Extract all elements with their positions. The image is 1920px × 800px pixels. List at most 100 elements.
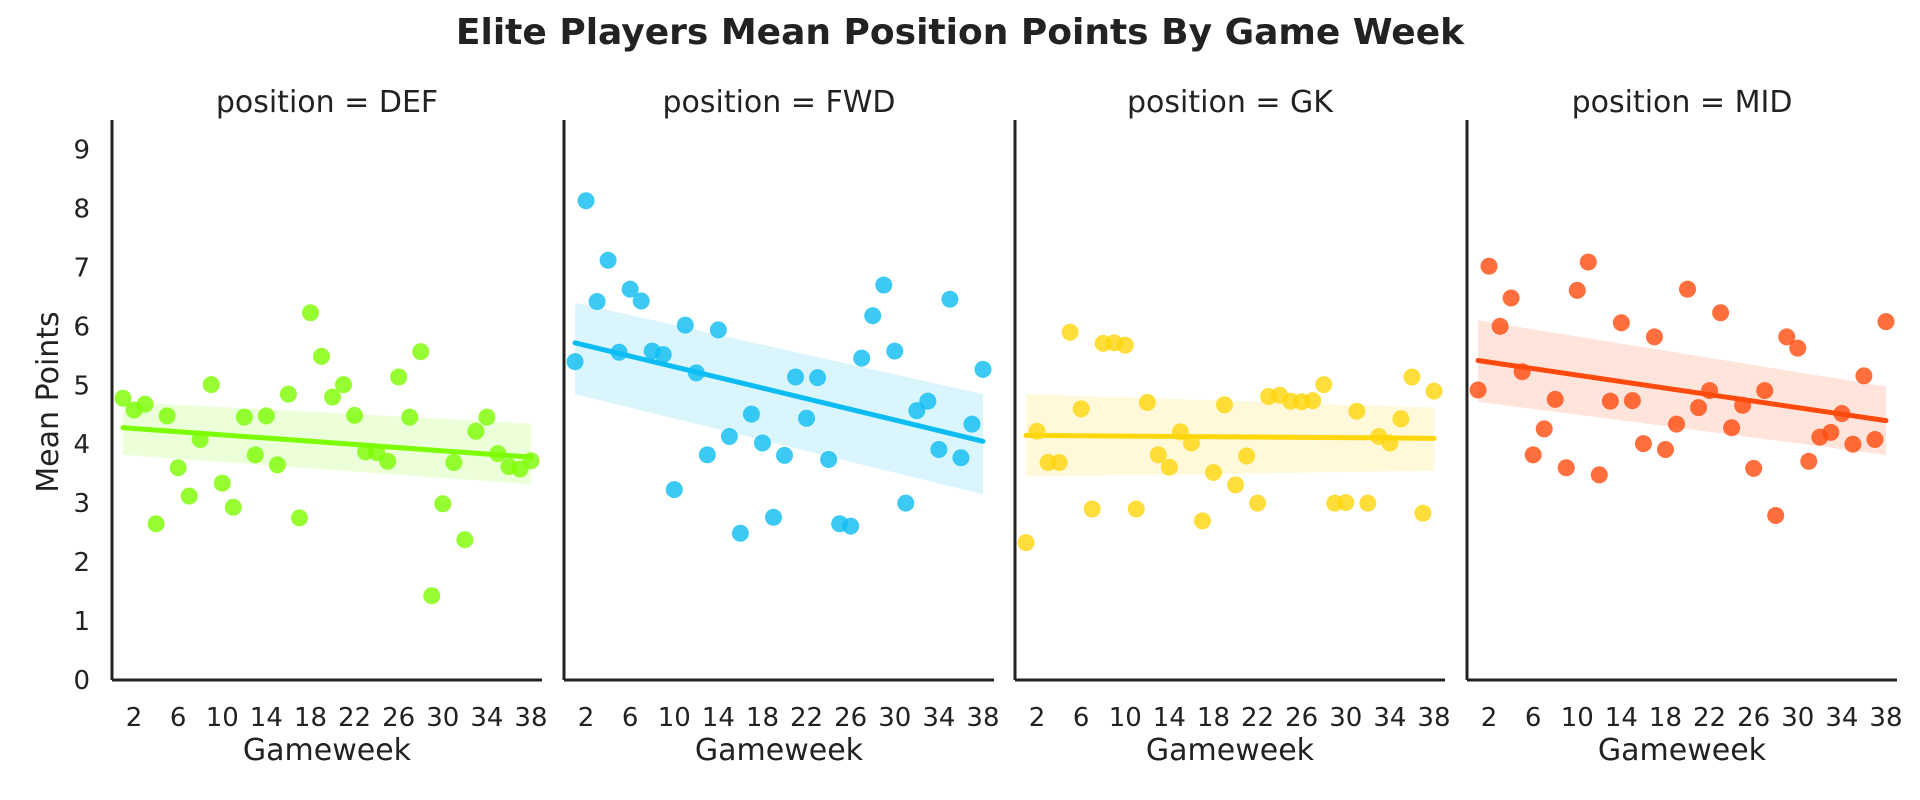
data-point <box>1579 253 1597 271</box>
data-point <box>753 434 771 452</box>
data-point <box>974 360 992 378</box>
data-point <box>1138 393 1156 411</box>
y-tick-label: 4 <box>73 430 90 460</box>
data-point <box>213 474 231 492</box>
x-tick-label: 14 <box>250 703 283 733</box>
x-tick-label: 34 <box>1825 703 1858 733</box>
data-point <box>676 316 694 334</box>
data-point <box>764 508 782 526</box>
y-tick-label: 9 <box>73 135 90 165</box>
x-tick-label: 30 <box>426 703 459 733</box>
data-point <box>599 251 617 269</box>
y-tick-label: 5 <box>73 371 90 401</box>
data-point <box>1072 400 1090 418</box>
data-point <box>698 446 716 464</box>
data-point <box>114 389 132 407</box>
data-point <box>1061 323 1079 341</box>
confidence-band <box>1478 320 1886 455</box>
x-tick-label: 18 <box>746 703 779 733</box>
data-point <box>1789 339 1807 357</box>
data-point <box>1690 399 1708 417</box>
x-tick-label: 34 <box>470 703 503 733</box>
data-point <box>290 509 308 527</box>
data-point <box>1612 314 1630 332</box>
y-tick-label: 7 <box>73 253 90 283</box>
x-axis-label: Gameweek <box>695 733 864 768</box>
data-point <box>202 376 220 394</box>
data-point <box>842 517 860 535</box>
data-point <box>1204 464 1222 482</box>
data-point <box>1778 328 1796 346</box>
x-tick-label: 2 <box>578 703 595 733</box>
trend-line <box>572 340 986 444</box>
data-point <box>1645 328 1663 346</box>
data-point <box>279 385 297 403</box>
data-point <box>709 321 727 339</box>
data-point <box>312 347 330 365</box>
data-point <box>1480 257 1498 275</box>
data-point <box>1116 336 1134 354</box>
data-point <box>1193 512 1211 530</box>
data-point <box>180 487 198 505</box>
facet-title: position = GK <box>1127 85 1334 120</box>
y-tick-label: 8 <box>73 194 90 224</box>
data-point <box>1050 453 1068 471</box>
data-point <box>379 452 397 470</box>
data-point <box>1392 410 1410 428</box>
data-point <box>1491 317 1509 335</box>
x-tick-label: 26 <box>1285 703 1318 733</box>
x-tick-label: 22 <box>790 703 823 733</box>
x-tick-label: 2 <box>1481 703 1498 733</box>
x-tick-label: 10 <box>1109 703 1142 733</box>
data-point <box>941 290 959 308</box>
data-point <box>1667 415 1685 433</box>
x-axis-label: Gameweek <box>243 733 412 768</box>
data-point <box>1359 494 1377 512</box>
confidence-band <box>575 302 983 495</box>
data-point <box>1215 396 1233 414</box>
data-point <box>423 587 441 605</box>
data-point <box>1723 419 1741 437</box>
data-point <box>1767 507 1785 525</box>
data-point <box>1546 390 1564 408</box>
data-point <box>1844 435 1862 453</box>
data-point <box>1469 381 1487 399</box>
data-point <box>1403 368 1421 386</box>
x-tick-label: 14 <box>1153 703 1186 733</box>
data-point <box>1315 376 1333 394</box>
x-tick-label: 10 <box>658 703 691 733</box>
data-point <box>445 453 463 471</box>
data-point <box>908 402 926 420</box>
x-tick-label: 18 <box>1197 703 1230 733</box>
x-tick-label: 26 <box>382 703 415 733</box>
x-tick-label: 38 <box>1417 703 1450 733</box>
x-tick-label: 26 <box>834 703 867 733</box>
data-point <box>1679 280 1697 298</box>
data-point <box>1568 281 1586 299</box>
data-point <box>1017 534 1035 552</box>
data-point <box>577 192 595 210</box>
data-point <box>632 292 650 310</box>
data-point <box>853 349 871 367</box>
data-point <box>919 392 937 410</box>
trend-line <box>1023 432 1437 441</box>
data-point <box>1337 494 1355 512</box>
data-point <box>1083 500 1101 518</box>
data-point <box>1634 435 1652 453</box>
x-tick-label: 30 <box>1781 703 1814 733</box>
data-point <box>809 369 827 387</box>
x-tick-label: 38 <box>514 703 547 733</box>
data-point <box>1227 476 1245 494</box>
data-point <box>1425 382 1443 400</box>
data-point <box>963 415 981 433</box>
x-axis-label: Gameweek <box>1146 733 1315 768</box>
data-point <box>224 498 242 516</box>
facet-title: position = FWD <box>662 85 895 120</box>
facet-title: position = DEF <box>216 85 438 120</box>
y-tick-label: 3 <box>73 489 90 519</box>
x-tick-label: 34 <box>1373 703 1406 733</box>
x-tick-label: 10 <box>206 703 239 733</box>
x-tick-label: 2 <box>126 703 143 733</box>
